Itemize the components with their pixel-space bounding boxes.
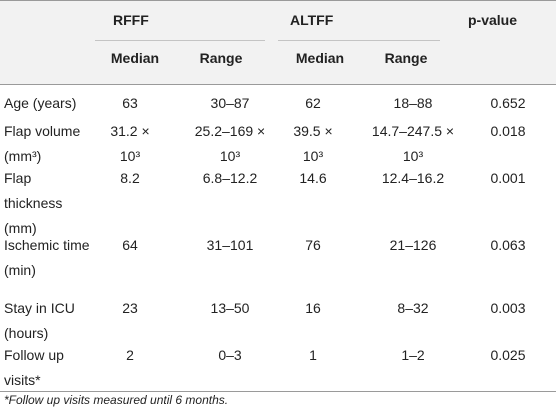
cell: 1: [309, 347, 317, 363]
cell: 39.5 × 10³: [293, 123, 333, 164]
cell: 23: [122, 300, 138, 316]
header-rule: [0, 84, 556, 85]
cell: 0.025: [490, 347, 526, 363]
cell: 13–50: [210, 300, 250, 316]
cell: 14.7–247.5 × 10³: [371, 123, 455, 164]
cell: 0.001: [490, 170, 526, 186]
row-label: Flap volume (mm³): [4, 123, 81, 164]
cell: 30–87: [210, 95, 250, 111]
row-label: Flap thickness (mm): [4, 170, 63, 236]
cell: 0.018: [490, 123, 526, 139]
group-header: p-value: [468, 12, 518, 28]
cell: 21–126: [389, 237, 437, 253]
cell: 25.2–169 × 10³: [194, 123, 266, 164]
group-rule: [95, 40, 265, 41]
row-label: Age (years): [4, 95, 77, 111]
sub-header: Range: [384, 50, 428, 66]
cell: 0.063: [490, 237, 526, 253]
group-header: ALTFF: [290, 12, 334, 28]
cell: 12.4–16.2: [381, 170, 445, 186]
cell: 8–32: [397, 300, 429, 316]
header-band: [0, 0, 556, 84]
cell: 6.8–12.2: [202, 170, 258, 186]
cell: 62: [305, 95, 321, 111]
cell: 0.652: [490, 95, 526, 111]
cell: 31.2 × 10³: [110, 123, 150, 164]
cell: 64: [122, 237, 138, 253]
footnote: *Follow up visits measured until 6 month…: [4, 393, 229, 407]
row-label: Stay in ICU (hours): [4, 300, 75, 341]
group-header: RFFF: [113, 12, 149, 28]
cell: 0.003: [490, 300, 526, 316]
sub-header: Median: [295, 50, 345, 66]
cell: 16: [305, 300, 321, 316]
cell: 63: [122, 95, 138, 111]
cell: 2: [126, 347, 134, 363]
row-label: Ischemic time (min): [4, 237, 90, 278]
cell: 0–3: [218, 347, 242, 363]
cell: 14.6: [299, 170, 327, 186]
cell: 31–101: [206, 237, 254, 253]
sub-header: Median: [110, 50, 160, 66]
cell: 1–2: [401, 347, 425, 363]
cell: 8.2: [120, 170, 140, 186]
row-label: Follow up visits*: [4, 347, 64, 388]
sub-header: Range: [199, 50, 243, 66]
group-rule: [278, 40, 440, 41]
bottom-rule: [0, 391, 556, 392]
cell: 76: [305, 237, 321, 253]
top-rule: [0, 0, 556, 1]
cell: 18–88: [393, 95, 433, 111]
